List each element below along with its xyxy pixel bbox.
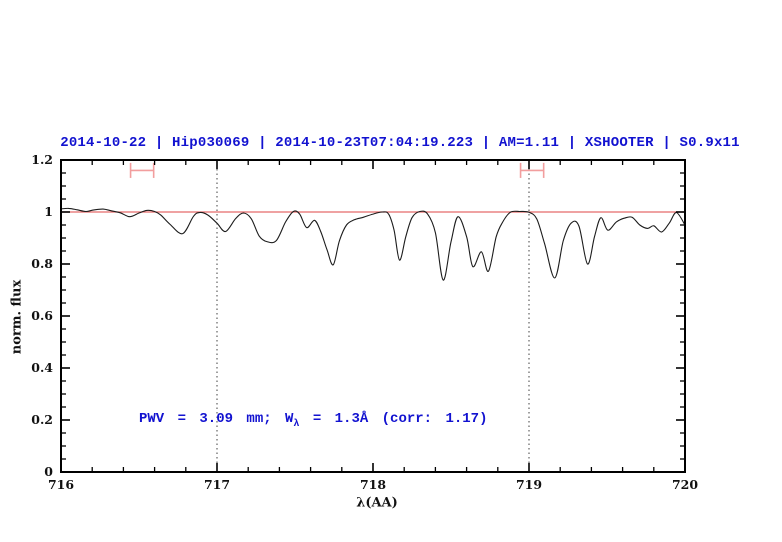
x-tick-label: 720: [672, 477, 698, 492]
x-tick-label: 716: [48, 477, 74, 492]
x-tick-label: 719: [516, 477, 542, 492]
x-tick-label: 718: [360, 477, 386, 492]
pwv-annotation-lambda-subscript: λ: [293, 418, 300, 430]
pwv-annotation: PWV = 3.09 mm; Wλ = 1.3Å (corr: 1.17): [139, 411, 487, 430]
pwv-annotation-suffix: = 1.3Å (corr: 1.17): [299, 411, 488, 427]
observation-title: 2014-10-22 | Hip030069 | 2014-10-23T07:0…: [60, 135, 740, 151]
y-tick-label: 0.6: [31, 308, 53, 323]
x-tick-label: 717: [204, 477, 230, 492]
y-tick-label: 1: [44, 204, 53, 219]
y-tick-label: 1.2: [31, 152, 53, 167]
x-axis-label: λ(AA): [356, 495, 398, 511]
pwv-annotation-prefix: PWV = 3.09 mm; W: [139, 411, 294, 427]
y-axis-label: norm. flux: [9, 279, 25, 355]
y-tick-label: 0: [44, 464, 53, 479]
y-tick-label: 0.2: [31, 412, 53, 427]
y-tick-label: 0.8: [31, 256, 53, 271]
y-tick-label: 0.4: [31, 360, 53, 375]
